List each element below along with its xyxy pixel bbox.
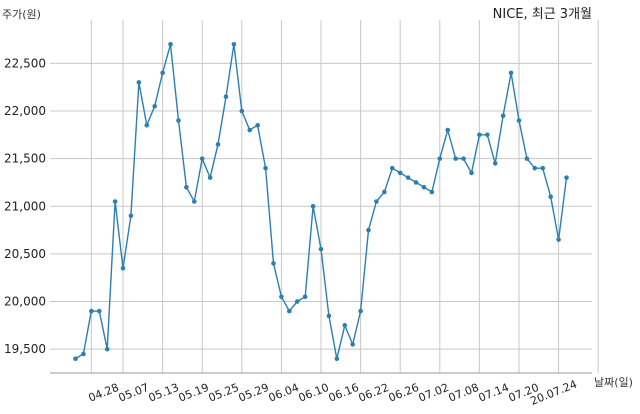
x-tick-label: 07.14: [477, 381, 511, 405]
y-tick-label: 19,500: [4, 342, 46, 356]
data-point: [326, 313, 332, 319]
data-point: [382, 189, 387, 195]
data-point: [255, 122, 260, 128]
data-point: [374, 199, 379, 204]
data-point: [405, 175, 411, 180]
data-point: [453, 156, 458, 161]
data-point: [389, 165, 395, 171]
x-tick-label: 07.08: [447, 381, 481, 405]
data-point: [89, 308, 94, 314]
data-point: [564, 175, 569, 180]
data-point: [199, 156, 205, 161]
y-tick-label: 20,500: [4, 247, 46, 261]
data-point: [492, 161, 498, 166]
data-point: [469, 170, 474, 176]
data-point: [302, 294, 308, 300]
data-point: [160, 70, 165, 76]
data-point: [318, 246, 324, 252]
data-point: [112, 199, 118, 204]
y-tick-label: 20,000: [4, 295, 46, 309]
data-point: [540, 165, 546, 171]
data-point: [184, 184, 189, 190]
x-tick-label: 05.07: [117, 381, 151, 405]
y-tick-label: 21,000: [4, 199, 46, 213]
data-point: [176, 118, 181, 123]
data-point: [104, 346, 110, 352]
data-point: [342, 323, 348, 328]
data-point: [310, 203, 316, 209]
data-point: [128, 213, 134, 219]
data-point: [445, 127, 451, 133]
data-point: [294, 299, 300, 304]
data-point: [120, 265, 126, 271]
x-tick-label: 07.02: [417, 381, 451, 405]
data-point: [96, 308, 102, 314]
data-point: [263, 165, 268, 171]
chart-title: NICE, 최근 3개월: [493, 7, 592, 22]
data-point: [366, 227, 371, 233]
data-point: [524, 156, 530, 161]
x-tick-label: 06.26: [387, 381, 421, 405]
data-point: [191, 199, 197, 204]
data-point: [168, 41, 173, 47]
data-point: [461, 156, 466, 161]
x-tick-label: 06.22: [357, 381, 391, 405]
data-point: [429, 189, 435, 195]
y-axis-label: 주가(원): [2, 8, 41, 21]
data-point: [223, 94, 229, 99]
data-point: [81, 351, 86, 357]
data-point: [413, 180, 419, 185]
data-point: [231, 41, 237, 47]
x-tick-label: 04.28: [87, 381, 121, 405]
y-tick-label: 22,000: [4, 104, 46, 118]
x-tick-label: 06.10: [297, 381, 331, 405]
data-point: [485, 132, 490, 138]
data-point: [73, 356, 78, 362]
data-point: [334, 356, 340, 362]
data-point: [532, 165, 538, 171]
data-points: [73, 41, 569, 362]
grid: [50, 20, 599, 373]
data-point: [500, 113, 506, 119]
axis-ticks: 19,500 20,000 20,500 21,000 21,500 22,000 22,5…: [4, 56, 579, 408]
data-point: [556, 237, 561, 242]
y-tick-label: 22,500: [4, 56, 46, 70]
x-tick-label: 06.04: [267, 381, 301, 405]
data-point: [144, 122, 150, 128]
data-point: [247, 127, 253, 133]
y-tick-label: 21,500: [4, 152, 46, 166]
data-point: [215, 142, 221, 147]
data-point: [358, 308, 363, 314]
data-point: [350, 342, 355, 347]
x-tick-label: 06.16: [327, 381, 361, 405]
data-point: [508, 70, 514, 76]
data-point: [279, 294, 284, 300]
x-tick-label: 05.29: [237, 381, 271, 405]
data-point: [152, 103, 157, 109]
data-point: [421, 184, 427, 190]
x-axis-label: 날짜(일): [594, 375, 633, 389]
x-tick-label: 05.25: [207, 381, 241, 405]
data-point: [477, 132, 482, 138]
data-point: [516, 118, 522, 123]
data-point: [437, 156, 443, 161]
data-point: [397, 170, 403, 176]
data-point: [271, 261, 276, 266]
data-point: [239, 108, 245, 114]
data-point: [207, 175, 213, 180]
data-point: [548, 194, 553, 200]
data-point: [136, 80, 142, 85]
data-point: [287, 308, 292, 314]
x-tick-label: 05.19: [177, 381, 211, 405]
x-tick-label: 05.13: [147, 381, 181, 405]
